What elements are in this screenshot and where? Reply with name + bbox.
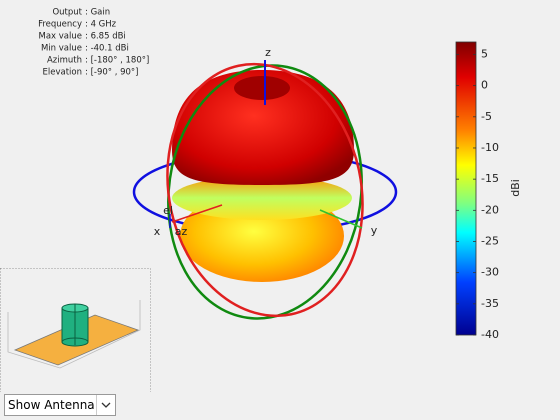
info-value: : -40.1 dBi: [85, 44, 129, 54]
colorbar-label: dBi: [509, 179, 522, 197]
lobe-dimple: [234, 76, 290, 100]
info-label: Elevation: [43, 68, 82, 78]
colorbar-tick-label: -5: [481, 110, 492, 123]
info-value: : [-180° , 180°]: [85, 56, 149, 66]
elevation-circle: [167, 64, 363, 320]
x-axis: [171, 204, 223, 223]
colorbar-tick-label: -20: [481, 203, 499, 216]
axis-label: y: [371, 224, 378, 237]
info-value: : 4 GHz: [85, 20, 117, 30]
colorbar-tick-label: -40: [481, 328, 499, 341]
mid-band: [172, 176, 352, 220]
axis-label: el: [163, 204, 173, 217]
antenna-dropdown[interactable]: Show Antenna: [4, 394, 116, 416]
info-label: Min value: [41, 44, 82, 54]
inset-axes: [7, 300, 141, 369]
colorbar-tick-label: -30: [481, 266, 499, 279]
info-value: : 6.85 dBi: [85, 32, 126, 42]
info-value: : Gain: [85, 8, 110, 18]
colorbar-tick-label: 5: [481, 47, 488, 60]
info-value: : [-90° , 90°]: [85, 68, 139, 78]
colorbar-tick-label: -25: [481, 234, 499, 247]
info-label: Frequency: [38, 20, 82, 30]
upper-lobe: [172, 70, 354, 185]
axis-label: az: [175, 225, 188, 238]
dropdown-arrow[interactable]: [96, 395, 115, 415]
colorbar-tick-label: -35: [481, 297, 499, 310]
colorbar-tick-label: -10: [481, 141, 499, 154]
axis-label: x: [154, 225, 161, 238]
dropdown-text: Show Antenna: [8, 398, 95, 412]
axis-label: z: [265, 46, 271, 59]
info-label: Max value: [39, 32, 83, 42]
colorbar-tick-label: 0: [481, 79, 488, 92]
colorbar-tick-label: -15: [481, 172, 499, 185]
colorbar: [455, 41, 477, 336]
y-axis: [319, 209, 363, 229]
info-label: Output: [52, 8, 82, 18]
elevation-circle: [166, 62, 364, 318]
info-label: Azimuth: [47, 56, 82, 66]
